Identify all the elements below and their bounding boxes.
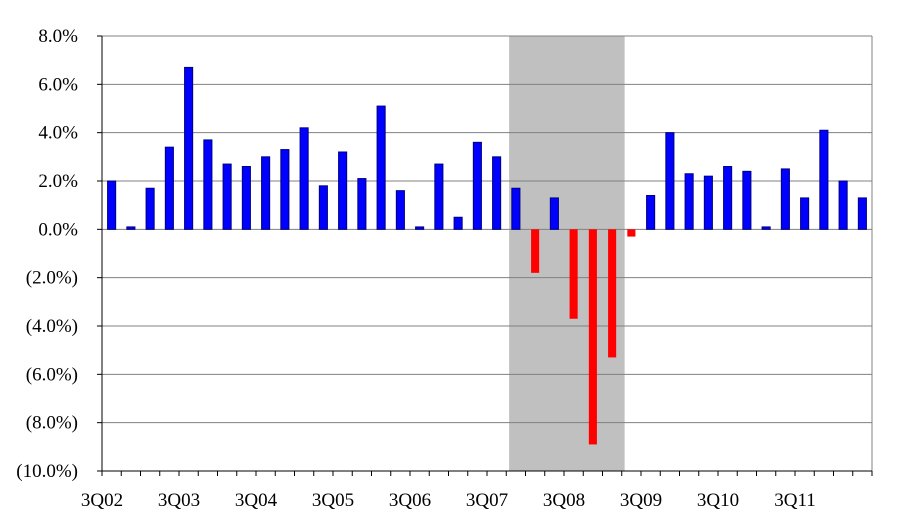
bar-layer: [107, 66, 867, 445]
x-tick-label: 3Q05: [312, 490, 354, 511]
bar-3Q04: [261, 156, 271, 230]
y-tick-label: (8.0%): [26, 413, 78, 434]
y-tick-label: 4.0%: [38, 123, 78, 144]
bar-4Q03: [203, 139, 213, 230]
bar-3Q08: [569, 229, 578, 319]
bar-4Q08: [588, 229, 597, 445]
bar-3Q02: [107, 180, 117, 230]
y-tick-label: 6.0%: [38, 74, 78, 95]
bar-1Q05: [299, 127, 309, 230]
bar-4Q05: [357, 178, 367, 230]
bar-2Q07: [472, 141, 482, 230]
bar-3Q09: [646, 195, 656, 230]
x-tick-label: 3Q10: [697, 490, 739, 511]
axis-layer: [97, 35, 873, 476]
bar-3Q07: [492, 156, 502, 230]
x-tick-label: 3Q04: [235, 490, 278, 511]
y-tick-label: (10.0%): [16, 461, 78, 482]
y-tick-label: (6.0%): [26, 364, 78, 385]
y-tick-label: 8.0%: [38, 26, 78, 47]
bar-2Q06: [395, 190, 405, 230]
x-tick-label: 3Q02: [81, 490, 123, 511]
bar-1Q06: [376, 105, 386, 230]
bar-3Q05: [338, 151, 348, 230]
bar-4Q11: [819, 129, 829, 230]
x-tick-label: 3Q06: [389, 490, 431, 511]
bar-4Q09: [665, 132, 675, 230]
y-tick-label: (2.0%): [26, 268, 78, 289]
bar-4Q10: [742, 170, 752, 230]
recession-shading: [509, 36, 625, 471]
bar-1Q09: [608, 229, 617, 358]
x-tick-label: 3Q08: [543, 490, 585, 511]
y-tick-label: 2.0%: [38, 171, 78, 192]
bar-4Q06: [434, 163, 444, 230]
x-tick-label: 3Q11: [774, 490, 816, 511]
bar-2Q08: [549, 197, 559, 230]
bar-1Q07: [453, 216, 463, 230]
y-tick-label-layer: 8.0% 6.0% 4.0% 2.0% 0.0% (2.0%) (4.0%) (6.0%) (8…: [16, 26, 78, 482]
x-tick-label: 3Q03: [158, 490, 200, 511]
bar-4Q04: [280, 149, 290, 230]
y-tick-label: (4.0%): [26, 316, 78, 337]
bar-1Q08: [531, 229, 540, 273]
bar-2Q04: [241, 166, 251, 230]
bar-2Q12: [857, 197, 867, 230]
bar-1Q12: [838, 180, 848, 230]
bar-4Q07: [511, 187, 521, 230]
bar-3Q03: [184, 66, 194, 230]
bar-3Q10: [723, 166, 733, 230]
y-tick-label: 0.0%: [38, 219, 78, 240]
bar-1Q11: [761, 226, 771, 230]
bar-1Q10: [684, 173, 694, 230]
bar-4Q02: [126, 226, 136, 230]
bar-2Q05: [318, 185, 328, 230]
recession-band-layer: [509, 36, 625, 471]
bar-3Q11: [800, 197, 810, 230]
bar-3Q06: [415, 226, 425, 230]
bar-1Q03: [145, 187, 155, 230]
bar-2Q09: [627, 229, 636, 237]
bar-1Q04: [222, 163, 232, 230]
x-tick-label: 3Q07: [466, 490, 508, 511]
bar-2Q10: [703, 175, 713, 230]
bar-2Q03: [164, 146, 174, 230]
bar-2Q11: [780, 168, 790, 230]
grid-layer: [102, 35, 873, 472]
x-tick-label: 3Q09: [620, 490, 662, 511]
x-tick-label-layer: 3Q02 3Q03 3Q04 3Q05 3Q06 3Q07 3Q08 3Q09 3Q10 3Q11: [81, 490, 816, 511]
